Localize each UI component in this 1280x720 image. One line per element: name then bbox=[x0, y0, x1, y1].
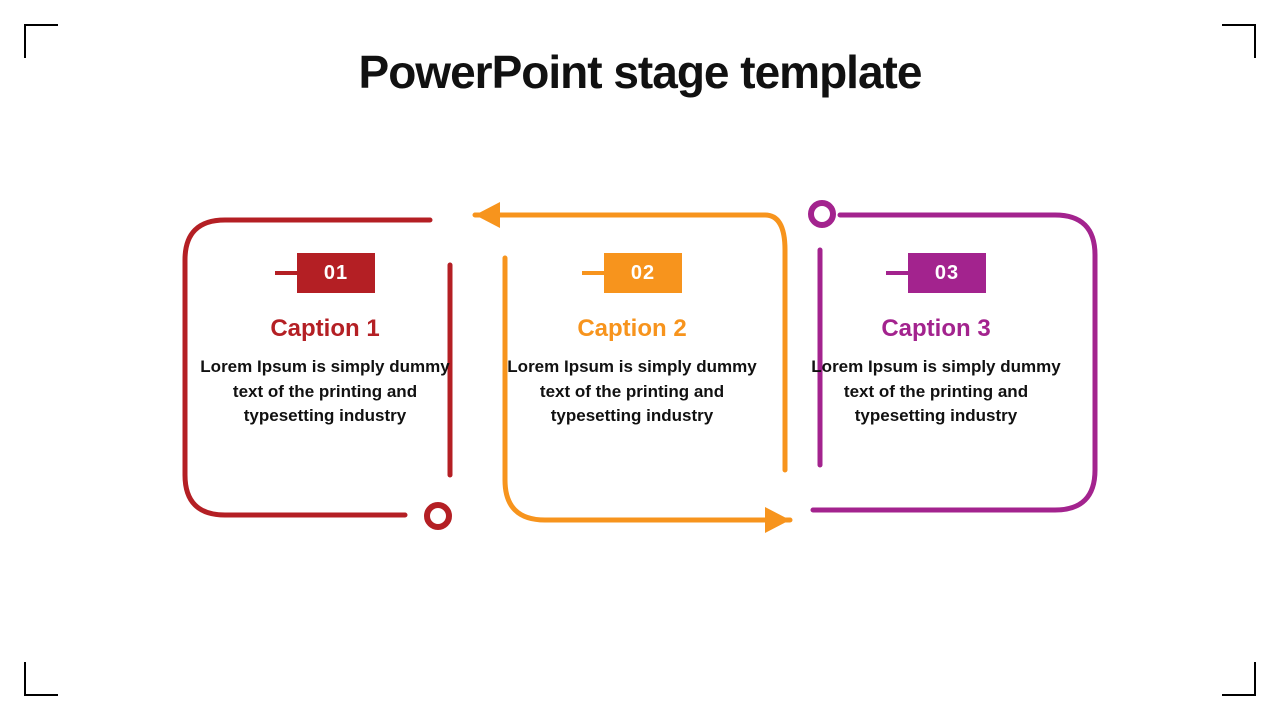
stage-frames bbox=[0, 0, 1280, 720]
